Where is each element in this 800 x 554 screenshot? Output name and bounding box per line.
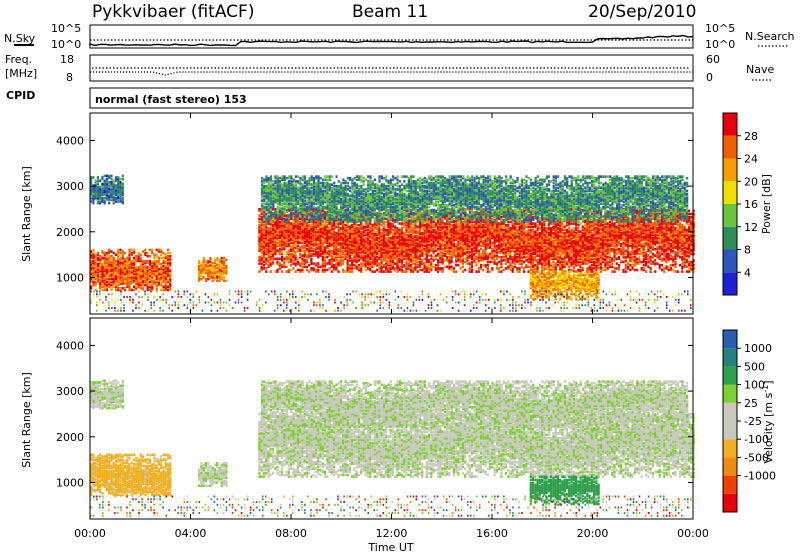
power-colorbar-segment	[723, 272, 737, 295]
y-tick-label: 4000	[56, 339, 84, 352]
heatmap-band-A	[90, 249, 171, 292]
cpid-value: normal (fast stereo) 153	[95, 93, 247, 106]
beam-label: Beam 11	[352, 2, 428, 22]
power-colorbar	[723, 113, 737, 295]
power-colorbar-segment	[723, 227, 737, 250]
date-label: 20/Sep/2010	[588, 2, 696, 22]
noise-right-tick-low: 10^0	[705, 38, 735, 51]
heatmap-band-E	[530, 476, 600, 506]
y-tick-label: 2000	[56, 431, 84, 444]
velocity-colorbar-tick: -1000	[744, 470, 776, 483]
cpid-label: CPID	[6, 89, 35, 102]
velocity-colorbar	[723, 330, 737, 512]
heatmap-ground-scatter	[90, 496, 692, 517]
noise-tick-low: 10^0	[51, 38, 81, 51]
velocity-colorbar-segment	[723, 476, 737, 494]
power-colorbar-tick: 28	[744, 130, 758, 143]
velocity-colorbar-segment	[723, 421, 737, 439]
power-colorbar-tick: 16	[744, 198, 758, 211]
nave-label: Nave	[746, 63, 774, 76]
velocity-colorbar-segment	[723, 330, 737, 348]
noise-tick-high: 10^5	[51, 22, 81, 35]
y-tick-label: 4000	[56, 134, 84, 147]
velocity-colorbar-tick: 1000	[744, 342, 772, 355]
noise-sky-line	[90, 36, 693, 47]
noise-search-label: N.Search	[745, 30, 795, 43]
power-colorbar-label: Power [dB]	[760, 174, 773, 234]
power-colorbar-tick: 12	[744, 221, 758, 234]
heatmap-band-E	[530, 271, 600, 301]
freq-unit-label: [MHz]	[5, 67, 37, 80]
velocity-colorbar-segment	[723, 348, 737, 366]
noise-right-tick-high: 10^5	[705, 22, 735, 35]
power-colorbar-segment	[723, 181, 737, 204]
y-tick-label: 1000	[56, 271, 84, 284]
freq-label: Freq.	[5, 53, 32, 66]
velocity-colorbar-tick: 25	[744, 397, 758, 410]
nave-tick-low: 0	[706, 71, 713, 84]
nave-tick-high: 60	[706, 53, 720, 66]
heatmap-band-D	[261, 175, 688, 222]
x-tick-label: 16:00	[476, 527, 508, 540]
heatmap-band-A	[90, 454, 171, 497]
heatmap-band-F	[90, 380, 124, 410]
velocity-colorbar-segment	[723, 366, 737, 384]
heatmap-band-B	[198, 462, 227, 487]
power-colorbar-segment	[723, 204, 737, 227]
x-tick-label: 00:00	[74, 527, 106, 540]
power-colorbar-segment	[723, 136, 737, 159]
x-tick-label: 00:00	[677, 527, 709, 540]
velocity-ylabel: Slant Range [km]	[20, 372, 33, 468]
freq-tick-low: 8	[66, 71, 73, 84]
x-tick-label: 12:00	[376, 527, 408, 540]
y-tick-label: 1000	[56, 476, 84, 489]
velocity-colorbar-segment	[723, 403, 737, 421]
x-axis-label: Time UT	[367, 541, 413, 554]
nave-line	[90, 72, 693, 75]
freq-tick-high: 18	[60, 53, 74, 66]
power-colorbar-tick: 20	[744, 175, 758, 188]
velocity-colorbar-label: Velocity [m s-1]	[761, 380, 775, 463]
power-colorbar-segment	[723, 159, 737, 182]
velocity-heatmap	[90, 380, 695, 517]
power-panel	[90, 113, 693, 314]
velocity-colorbar-tick: 500	[744, 360, 765, 373]
velocity-colorbar-segment	[723, 494, 737, 512]
velocity-colorbar-segment	[723, 457, 737, 475]
velocity-colorbar-segment	[723, 439, 737, 457]
x-tick-label: 08:00	[275, 527, 307, 540]
y-tick-label: 3000	[56, 180, 84, 193]
power-colorbar-tick: 24	[744, 153, 758, 166]
noise-sky-label: N.Sky	[4, 32, 36, 45]
heatmap-ground-scatter	[90, 291, 692, 312]
power-colorbar-tick: 8	[744, 244, 751, 257]
station-title: Pykkvibaer (fitACF)	[92, 2, 254, 22]
velocity-colorbar-tick: -25	[744, 415, 762, 428]
power-heatmap	[90, 175, 695, 312]
y-tick-label: 3000	[56, 385, 84, 398]
x-tick-label: 20:00	[577, 527, 609, 540]
x-tick-label: 04:00	[175, 527, 207, 540]
power-colorbar-tick: 4	[744, 266, 751, 279]
power-ylabel: Slant Range [km]	[20, 166, 33, 262]
heatmap-band-F	[90, 175, 124, 205]
heatmap-band-B	[198, 257, 227, 282]
y-tick-label: 2000	[56, 226, 84, 239]
power-colorbar-segment	[723, 250, 737, 273]
power-colorbar-segment	[723, 113, 737, 136]
velocity-colorbar-segment	[723, 385, 737, 403]
